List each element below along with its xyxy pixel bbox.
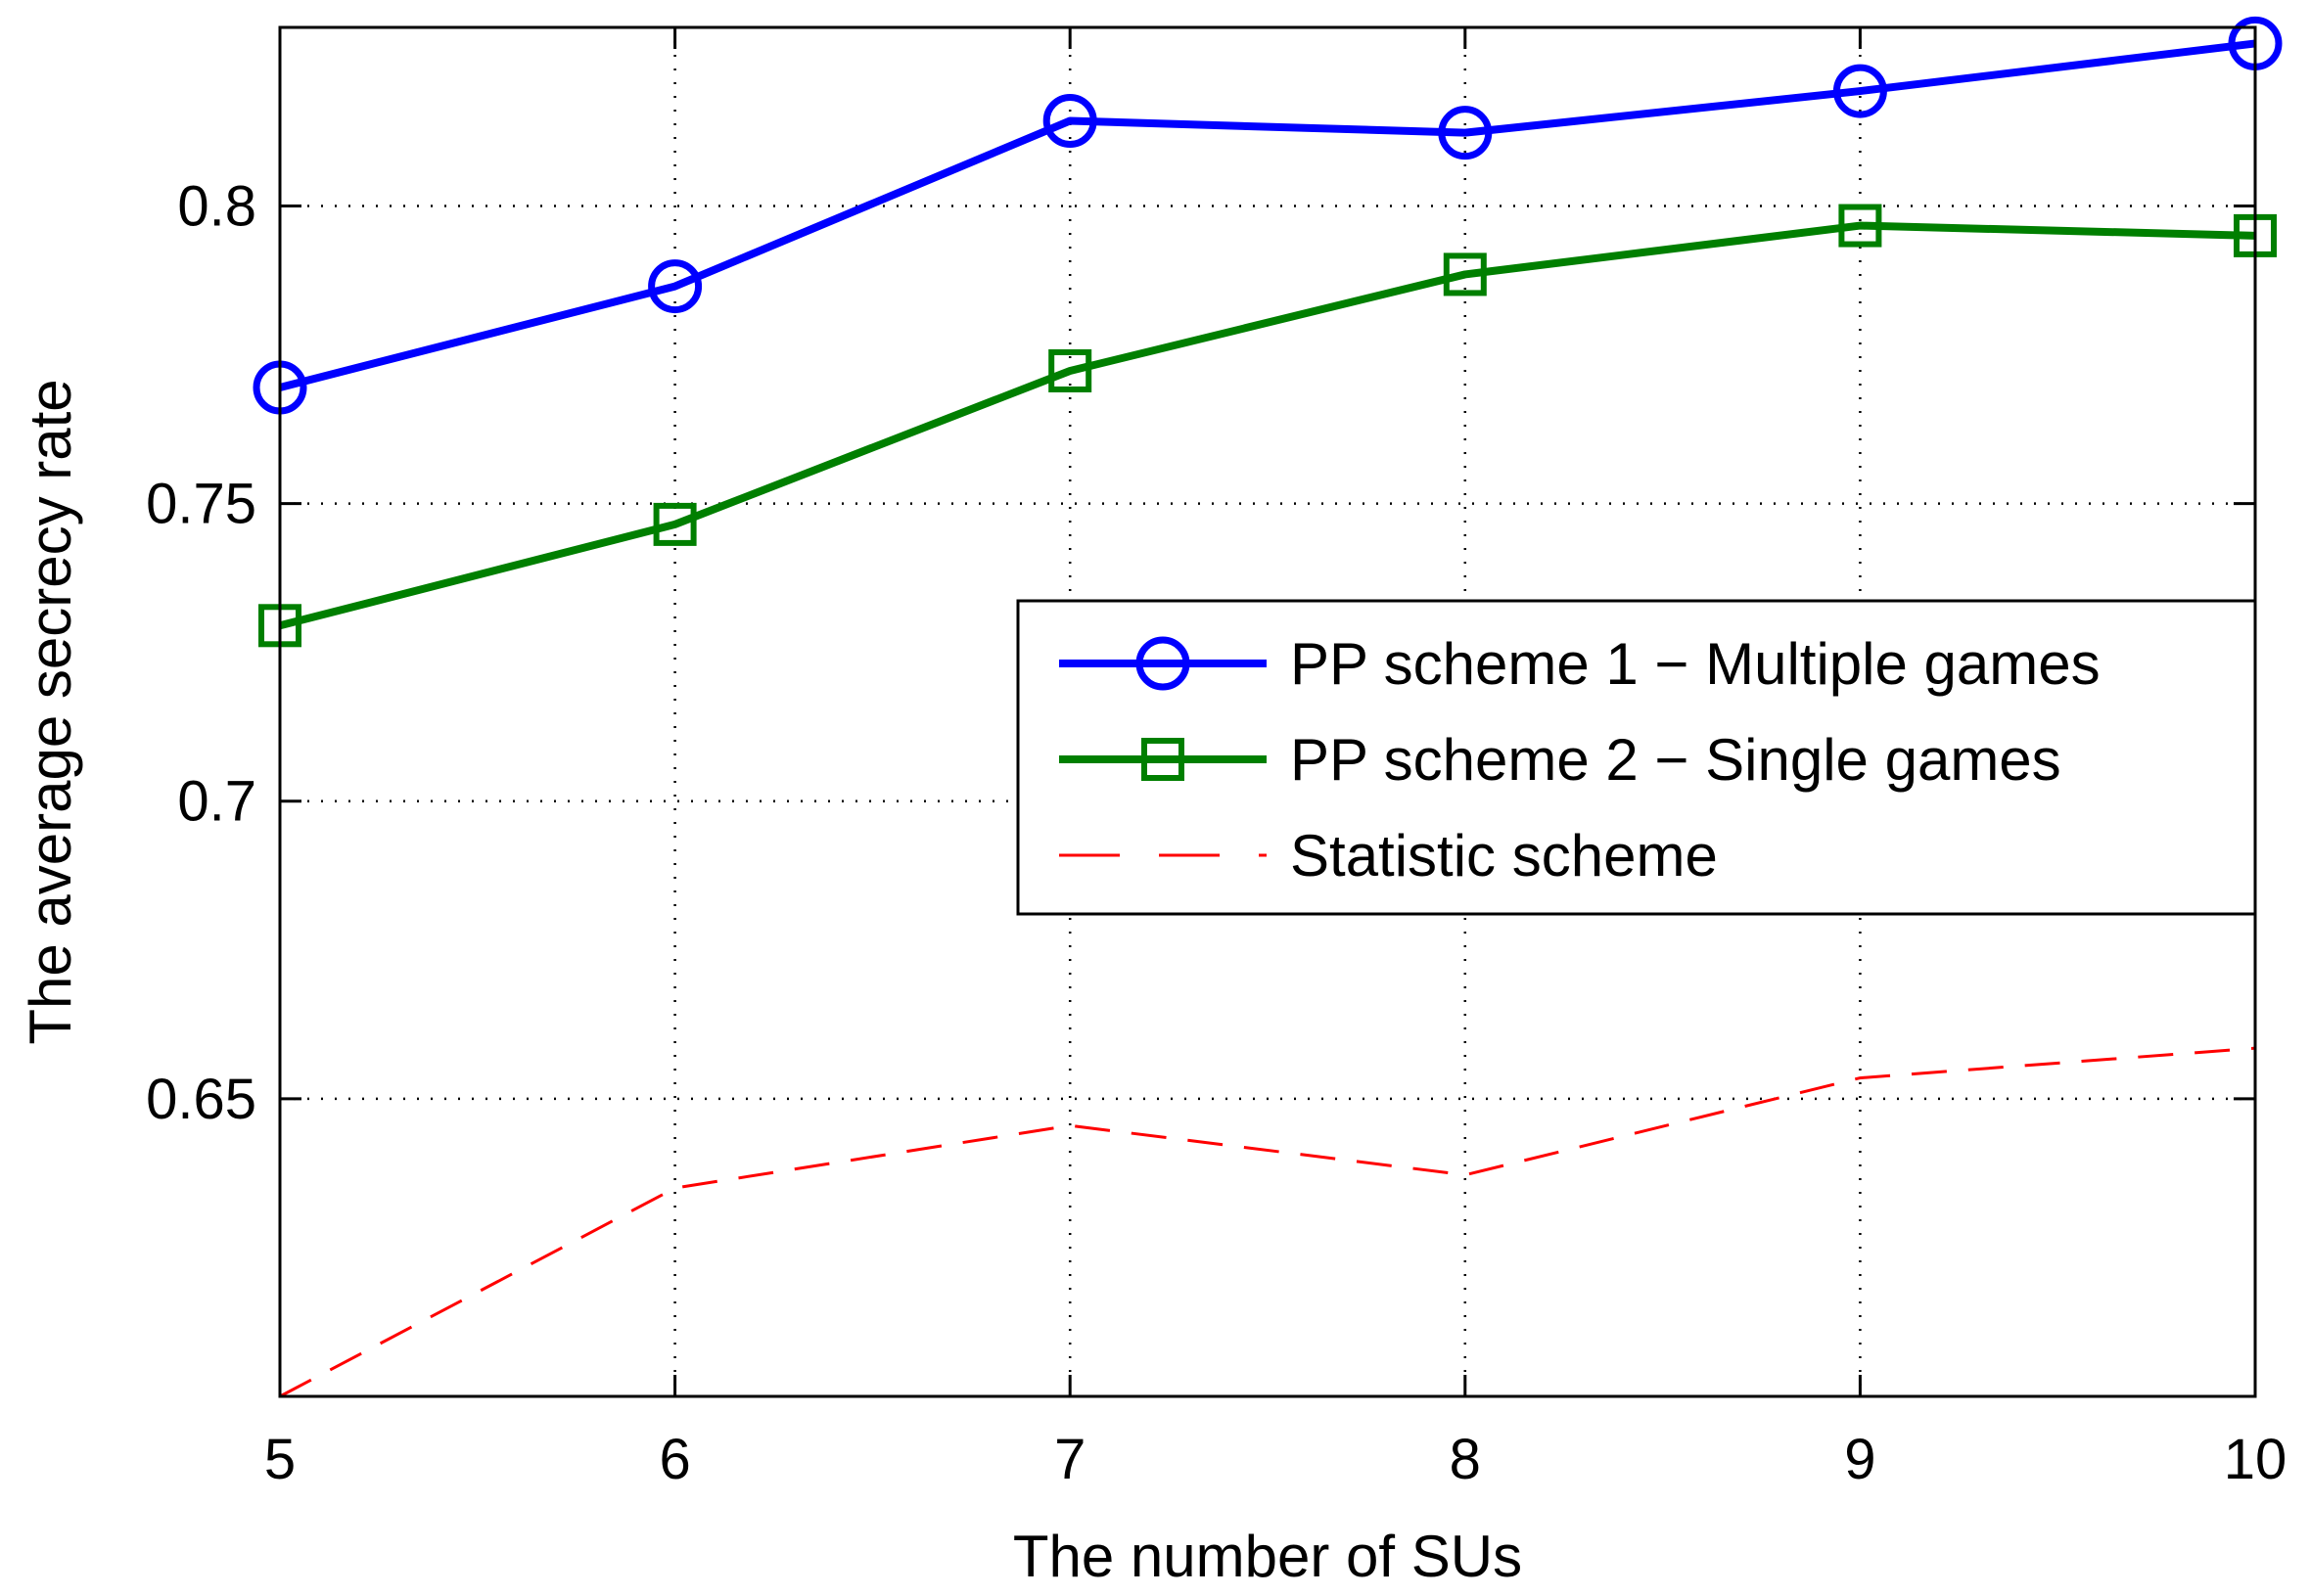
series-1-point-7 — [1042, 93, 1097, 148]
series-layer — [253, 16, 2283, 1398]
legend-marker-1 — [1135, 636, 1190, 691]
y-axis-label: The average secrecy rate — [18, 379, 83, 1044]
series-1-point-8 — [1438, 106, 1493, 160]
legend-entries: PP scheme 1 − Multiple games PP scheme 2 … — [1059, 631, 2101, 889]
axis-ticks — [278, 27, 2257, 1396]
x-tick-label-8: 8 — [1450, 1428, 1481, 1491]
series-2-point-8 — [1443, 252, 1487, 296]
legend-label-2: PP scheme 2 − Single games — [1290, 727, 2061, 793]
tick-labels: 5 6 7 8 9 10 0.65 0.7 0.75 0.8 — [146, 174, 2287, 1491]
x-tick-label-5: 5 — [264, 1428, 296, 1491]
y-tick-label-0.75: 0.75 — [146, 473, 256, 536]
y-tick-label-0.8: 0.8 — [177, 174, 256, 238]
legend: PP scheme 1 − Multiple games PP scheme 2 … — [1016, 599, 2257, 916]
series-1-line — [279, 39, 2256, 391]
series-1 — [253, 16, 2283, 415]
series-2-point-9 — [1838, 204, 1882, 248]
series-3-line — [279, 1046, 2256, 1398]
x-tick-label-7: 7 — [1054, 1428, 1086, 1491]
legend-entry-2: PP scheme 2 − Single games — [1059, 727, 2061, 793]
series-2-line — [279, 221, 2256, 630]
x-axis-label: The number of SUs — [1013, 1524, 1522, 1589]
legend-label-1: PP scheme 1 − Multiple games — [1290, 631, 2101, 697]
x-tick-label-9: 9 — [1844, 1428, 1875, 1491]
legend-entry-3: Statistic scheme — [1059, 823, 1718, 889]
series-1-point-9 — [1832, 64, 1887, 118]
series-3 — [279, 1046, 2256, 1398]
y-tick-label-0.65: 0.65 — [146, 1068, 256, 1131]
series-2-point-7 — [1048, 348, 1092, 392]
legend-marker-2 — [1141, 738, 1184, 781]
legend-label-3: Statistic scheme — [1290, 823, 1718, 889]
x-tick-label-6: 6 — [659, 1428, 690, 1491]
series-2-point-6 — [653, 502, 697, 546]
legend-entry-1: PP scheme 1 − Multiple games — [1059, 631, 2101, 697]
y-tick-label-0.7: 0.7 — [177, 770, 256, 834]
x-tick-label-10: 10 — [2224, 1428, 2287, 1491]
series-1-point-6 — [648, 259, 703, 314]
